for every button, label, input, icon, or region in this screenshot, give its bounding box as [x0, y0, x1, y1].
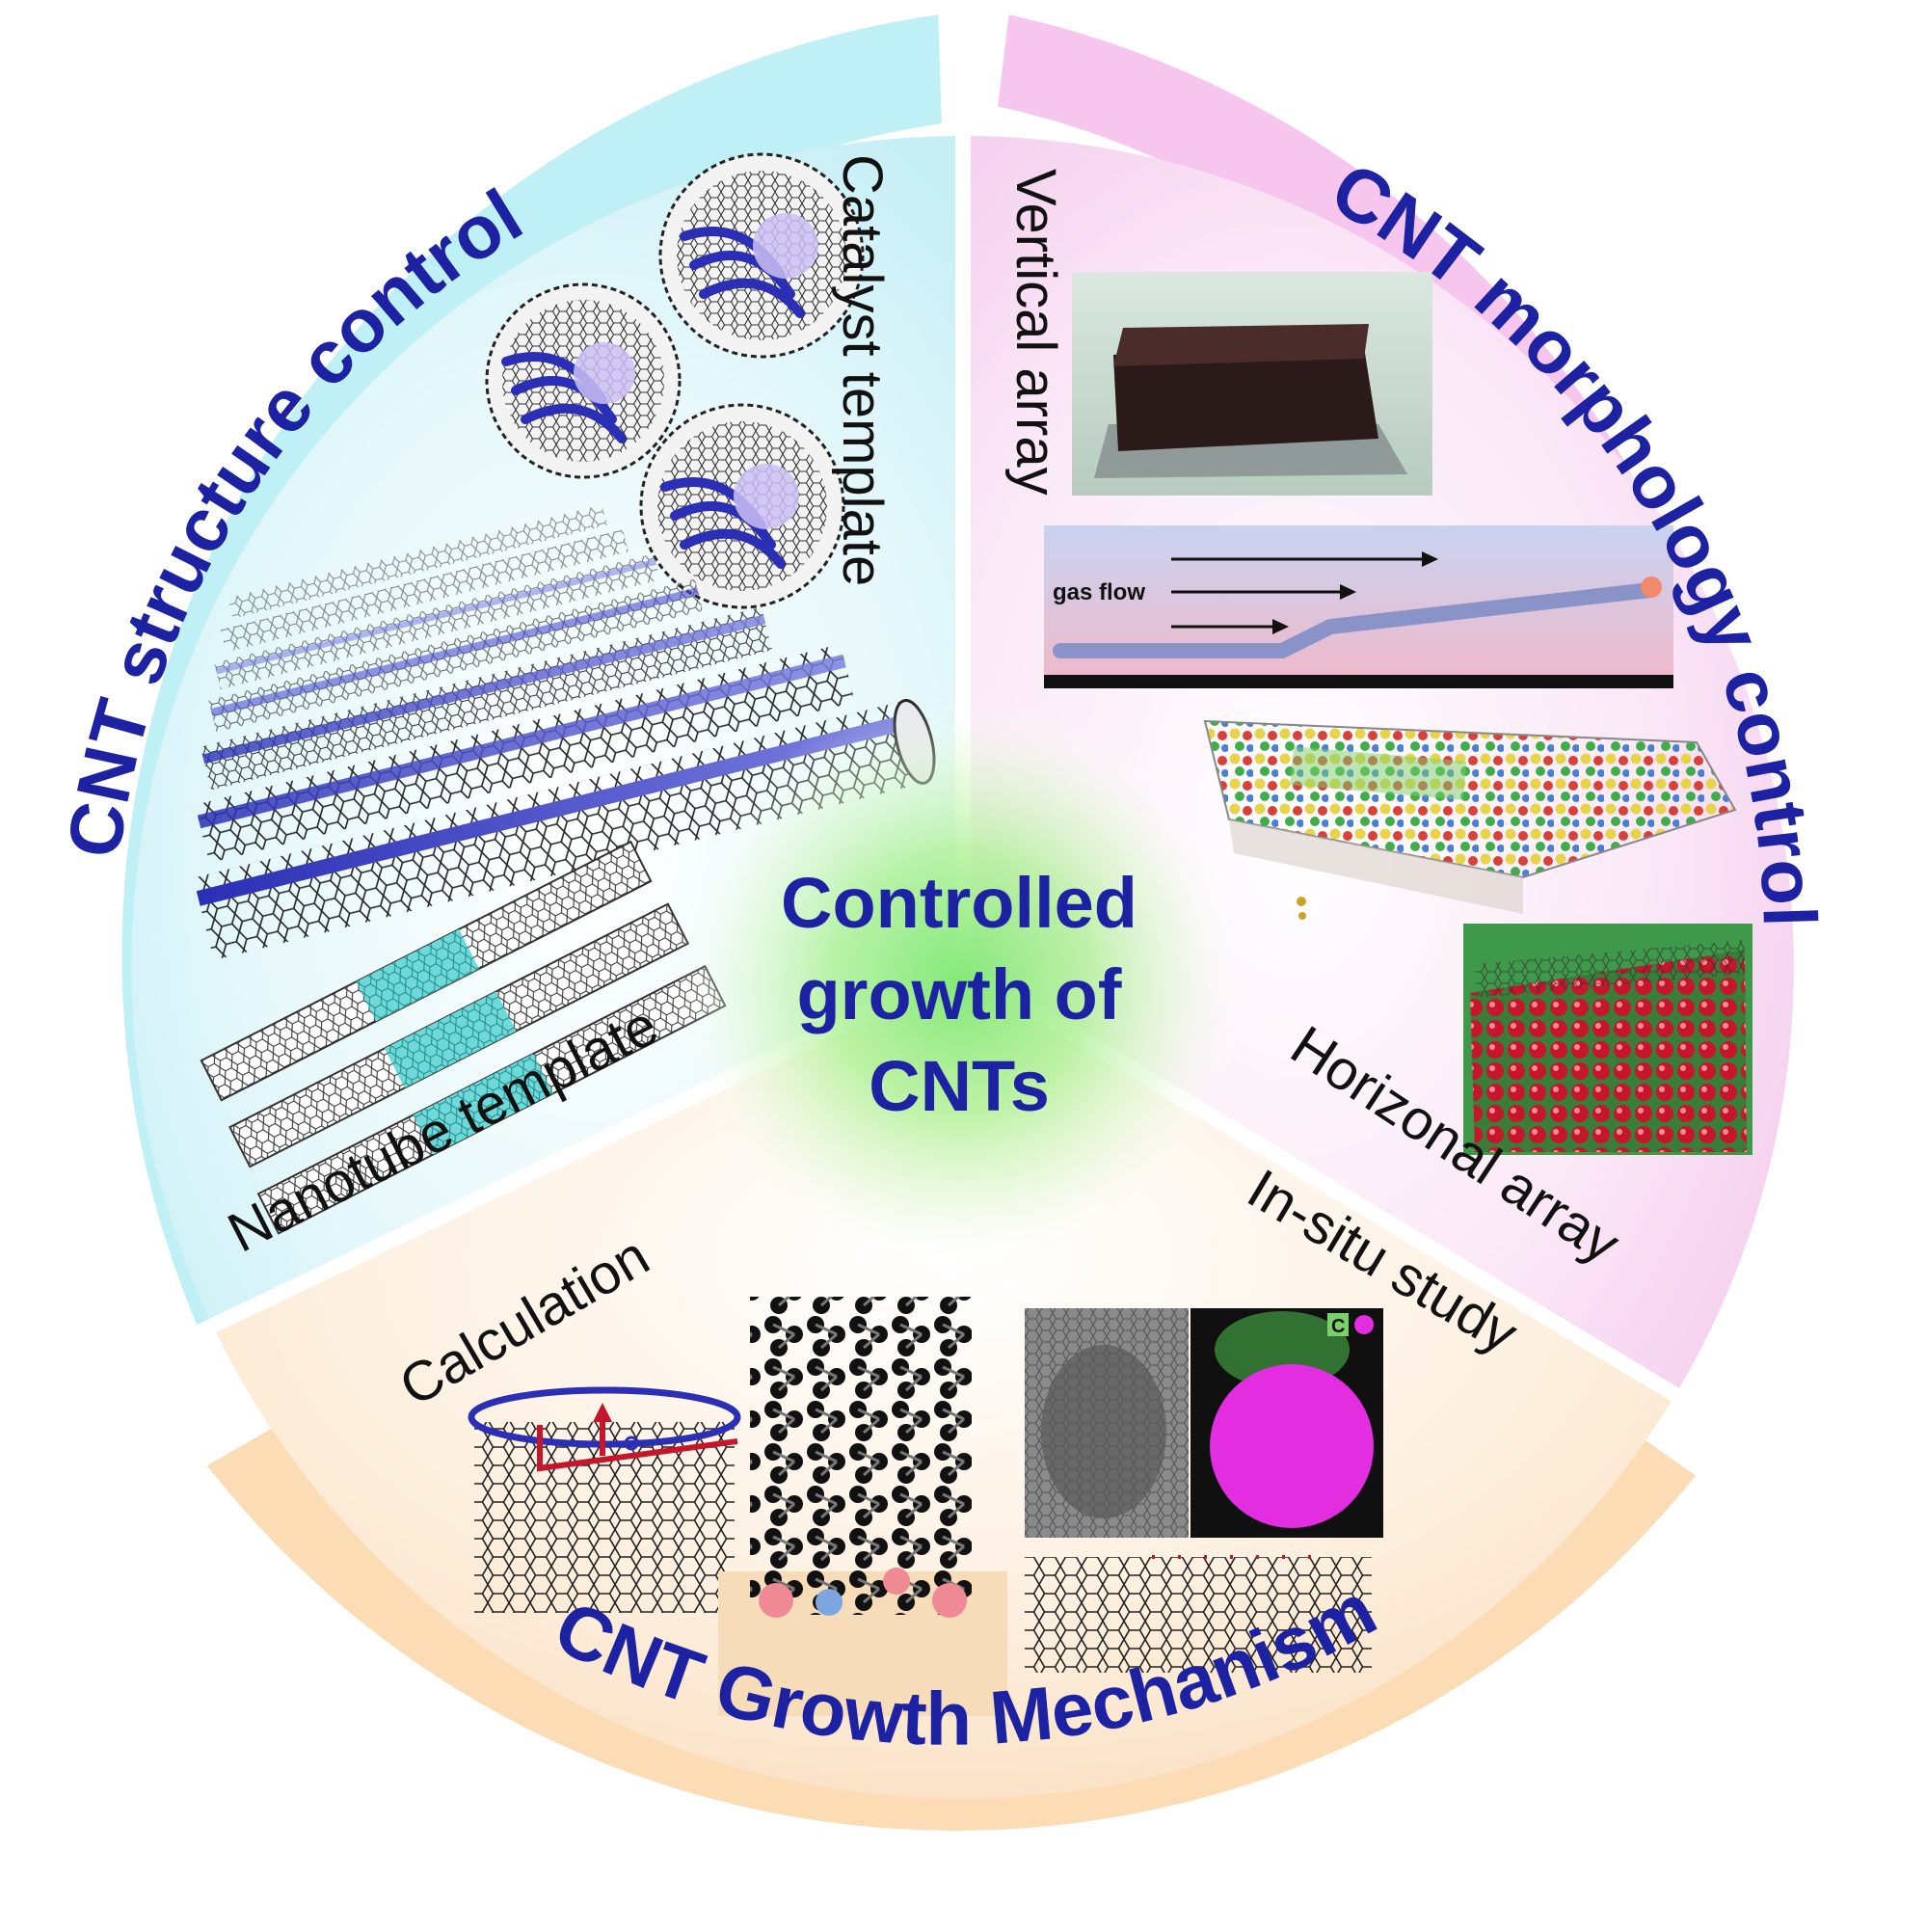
- catalyst-cap-2: [485, 282, 682, 479]
- insitu-c-label: C: [1331, 1316, 1345, 1337]
- gas-flow-label: gas flow: [1053, 579, 1145, 605]
- catalyst-cap-1: [658, 152, 865, 359]
- tube-stack-illustration: [193, 504, 936, 961]
- catalyst-cap-3: [639, 403, 845, 609]
- catalyst-template-label: Catalyst template: [831, 154, 894, 586]
- mechanism-band: [206, 1413, 1697, 1831]
- catalyst-template-path: Catalyst template: [831, 154, 894, 586]
- nanotube-template-illustration: [200, 840, 727, 1235]
- catalyst-template-illustration: [485, 152, 865, 609]
- insitu-tem-images: C: [1025, 1308, 1383, 1673]
- atomic-model-illustration: [718, 1297, 1007, 1716]
- center-hub: Controlled growth of CNTs: [670, 694, 1248, 1273]
- surface-crystal-illustration: [1203, 719, 1737, 920]
- center-line-3: CNTs: [869, 1046, 1050, 1126]
- vertical-array-photo: [1072, 272, 1432, 496]
- calculation-tube-illustration: [468, 1386, 741, 1613]
- vertical-array-label: Vertical array: [1004, 169, 1067, 496]
- center-line-2: growth of: [796, 954, 1121, 1034]
- center-glow: [670, 694, 1248, 1273]
- gas-flow-inset: gas flow: [1044, 525, 1673, 688]
- horizontal-array-photo: [1463, 924, 1752, 1155]
- vertical-array-path: Vertical array: [1004, 169, 1067, 496]
- center-line-1: Controlled: [781, 863, 1137, 943]
